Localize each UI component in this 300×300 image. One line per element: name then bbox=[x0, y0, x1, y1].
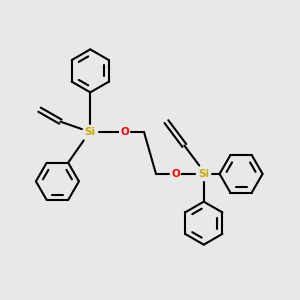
Text: Si: Si bbox=[85, 127, 96, 137]
Text: O: O bbox=[171, 169, 180, 179]
Text: O: O bbox=[120, 127, 129, 137]
Text: Si: Si bbox=[198, 169, 209, 179]
